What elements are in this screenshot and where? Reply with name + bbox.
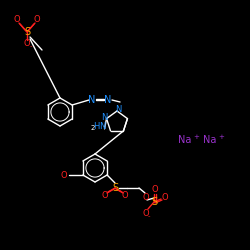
- Text: +: +: [218, 134, 224, 140]
- Text: O: O: [143, 192, 149, 202]
- Text: N: N: [101, 113, 108, 122]
- Text: -: -: [148, 213, 150, 219]
- Text: S: S: [112, 183, 118, 193]
- Text: O: O: [162, 194, 168, 202]
- Text: O: O: [102, 190, 108, 200]
- Text: H: H: [93, 122, 100, 132]
- Text: N: N: [104, 95, 112, 105]
- Text: S: S: [151, 197, 157, 207]
- Text: O: O: [143, 208, 149, 218]
- Text: O: O: [122, 190, 128, 200]
- Text: S: S: [24, 27, 30, 37]
- Text: O: O: [14, 16, 20, 24]
- Text: O: O: [34, 16, 40, 24]
- Text: O: O: [151, 186, 158, 194]
- Text: Na: Na: [203, 135, 217, 145]
- Text: N: N: [115, 104, 121, 114]
- Text: -: -: [30, 43, 32, 49]
- Text: N: N: [99, 122, 106, 132]
- Text: O: O: [60, 170, 67, 179]
- Text: +: +: [193, 134, 199, 140]
- Text: N: N: [88, 95, 96, 105]
- Text: Na: Na: [178, 135, 192, 145]
- Text: 2: 2: [90, 125, 95, 131]
- Text: O: O: [24, 40, 30, 48]
